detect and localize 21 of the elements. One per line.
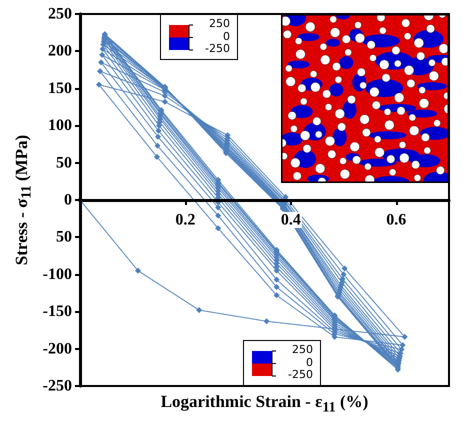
annotation: -250 (205, 42, 230, 55)
y-tick-label: 150 (48, 80, 72, 97)
y-tick-label: -200 (42, 340, 72, 358)
y-tick-label: 250 (48, 6, 72, 22)
y-tick-label: -150 (42, 303, 72, 320)
annotation: 250 (209, 17, 230, 30)
y-tick-label: 50 (56, 154, 72, 172)
annotation: 0 (223, 30, 230, 42)
x-tick-label: 0.4 (280, 212, 301, 228)
annotation: 0 (306, 356, 313, 368)
y-tick-label: -100 (42, 266, 72, 283)
x-tick-label: 0.2 (175, 212, 196, 228)
y-tick-label: 0 (64, 192, 72, 208)
annotation: 250 (292, 343, 313, 356)
y-tick-label: -250 (42, 378, 72, 394)
annotation: -250 (288, 368, 313, 381)
y-tick-label: 50 (56, 228, 72, 246)
x-tick-label: 0.6 (386, 212, 406, 228)
x-axis-title: Logarithmic Strain - ε$_{11}$ (%) (160, 392, 368, 416)
y-tick-label: 200 (48, 42, 72, 60)
y-tick-label: 100 (48, 117, 72, 134)
